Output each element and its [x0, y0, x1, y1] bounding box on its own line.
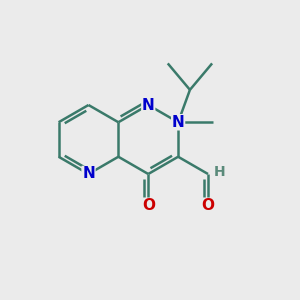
Text: O: O — [202, 198, 214, 213]
Text: N: N — [172, 115, 184, 130]
Text: O: O — [142, 198, 155, 213]
Text: N: N — [142, 98, 155, 112]
Text: H: H — [214, 166, 226, 179]
Text: N: N — [82, 167, 95, 182]
